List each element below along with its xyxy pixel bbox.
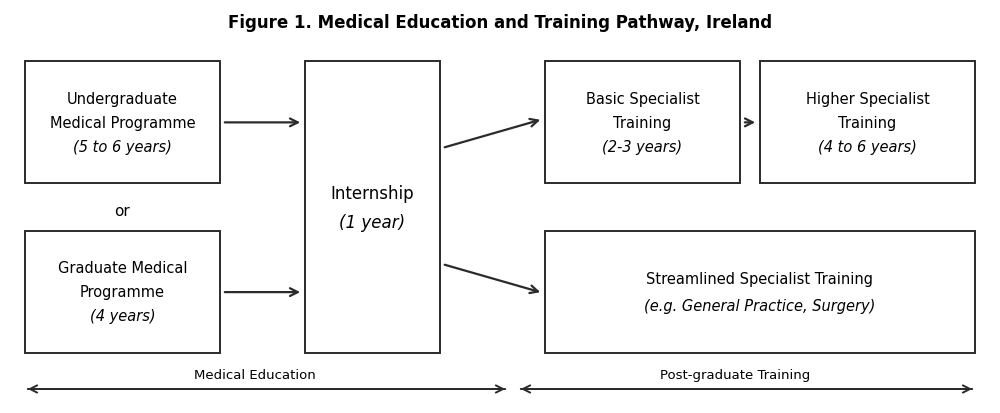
Text: Higher Specialist: Higher Specialist (806, 91, 929, 107)
Text: Basic Specialist: Basic Specialist (586, 91, 699, 107)
Text: Streamlined Specialist Training: Streamlined Specialist Training (646, 271, 874, 286)
Text: Post-graduate Training: Post-graduate Training (660, 368, 810, 382)
Text: (4 years): (4 years) (90, 309, 155, 324)
Text: Training: Training (838, 115, 897, 131)
Text: (1 year): (1 year) (339, 213, 406, 231)
Text: Training: Training (613, 115, 672, 131)
FancyBboxPatch shape (305, 62, 440, 353)
FancyBboxPatch shape (760, 62, 975, 184)
Text: Undergraduate: Undergraduate (67, 91, 178, 107)
FancyBboxPatch shape (545, 231, 975, 353)
Text: Programme: Programme (80, 285, 165, 300)
FancyBboxPatch shape (25, 62, 220, 184)
Text: Internship: Internship (331, 184, 414, 202)
Text: Figure 1. Medical Education and Training Pathway, Ireland: Figure 1. Medical Education and Training… (228, 14, 772, 32)
Text: (4 to 6 years): (4 to 6 years) (818, 139, 917, 154)
FancyBboxPatch shape (545, 62, 740, 184)
FancyBboxPatch shape (25, 231, 220, 353)
Text: (5 to 6 years): (5 to 6 years) (73, 139, 172, 154)
Text: (2-3 years): (2-3 years) (602, 139, 683, 154)
Text: Medical Education: Medical Education (194, 368, 316, 382)
Text: or: or (114, 204, 130, 219)
Text: Graduate Medical: Graduate Medical (58, 261, 187, 276)
Text: (e.g. General Practice, Surgery): (e.g. General Practice, Surgery) (644, 298, 876, 313)
Text: Medical Programme: Medical Programme (50, 115, 195, 131)
